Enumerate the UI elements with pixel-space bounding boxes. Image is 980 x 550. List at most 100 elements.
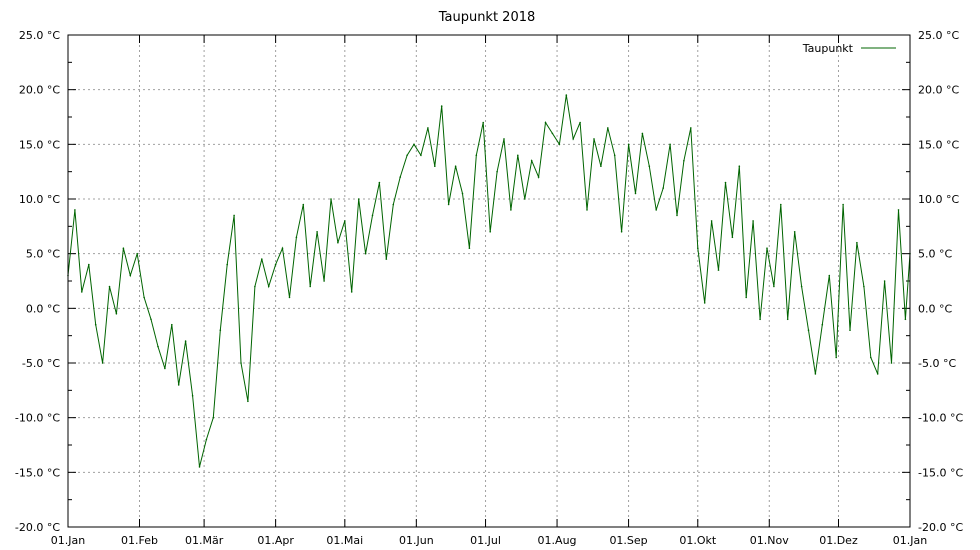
y-tick-label-right: 0.0 °C	[918, 302, 952, 315]
data-point	[600, 165, 602, 167]
data-point	[184, 340, 187, 342]
data-point	[849, 329, 851, 332]
y-tick-label-right: 20.0 °C	[918, 84, 959, 97]
data-point	[143, 296, 145, 299]
data-point	[724, 181, 727, 184]
data-point	[267, 285, 270, 288]
data-point	[191, 395, 194, 397]
data-point	[254, 285, 256, 288]
data-point	[88, 263, 90, 266]
data-point	[752, 220, 754, 222]
data-point	[593, 138, 595, 140]
data-point	[496, 170, 498, 173]
data-point	[420, 154, 422, 157]
legend-label: Taupunkt	[802, 42, 854, 55]
data-point	[856, 241, 858, 244]
data-point	[814, 373, 817, 375]
data-point	[648, 165, 651, 167]
data-point	[136, 252, 138, 255]
data-point	[371, 214, 374, 217]
y-tick-label-right: -10.0 °C	[918, 412, 963, 425]
data-point	[607, 127, 609, 129]
data-point	[641, 132, 644, 135]
x-tick-label: 01.Apr	[257, 534, 294, 547]
data-point	[323, 280, 325, 282]
data-point	[198, 466, 201, 468]
data-point	[399, 176, 402, 178]
y-tick-label-left: 0.0 °C	[26, 302, 60, 315]
data-point	[690, 127, 692, 129]
data-point	[530, 159, 533, 162]
data-point	[240, 362, 242, 364]
data-point	[447, 203, 450, 206]
data-point	[883, 280, 886, 282]
data-point	[766, 247, 768, 249]
data-point	[897, 209, 900, 211]
x-tick-label: 01.Jan	[51, 534, 85, 547]
y-tick-label-right: -20.0 °C	[918, 521, 963, 534]
series-line-taupunkt	[67, 95, 911, 468]
data-point	[662, 187, 664, 189]
x-tick-label: 01.Nov	[750, 534, 789, 547]
legend: Taupunkt	[802, 42, 896, 55]
data-point	[551, 132, 554, 135]
data-point	[800, 285, 803, 288]
data-point	[108, 285, 111, 288]
data-point	[150, 318, 152, 321]
data-point	[717, 269, 720, 271]
data-point	[171, 323, 173, 326]
data-point	[731, 236, 734, 239]
x-tick-label: 01.Mär	[185, 534, 224, 547]
data-point	[81, 291, 83, 293]
data-point	[440, 105, 443, 107]
data-point	[427, 127, 429, 129]
data-point	[302, 203, 305, 206]
data-point	[710, 220, 713, 222]
data-point	[524, 198, 526, 200]
data-point	[482, 121, 485, 124]
y-tick-label-left: 10.0 °C	[19, 193, 60, 206]
x-tick-label: 01.Jan	[893, 534, 927, 547]
x-tick-label: 01.Dez	[819, 534, 858, 547]
data-point	[565, 94, 568, 96]
data-point	[510, 209, 512, 211]
data-point	[517, 154, 519, 157]
data-point	[876, 373, 879, 375]
data-point	[101, 362, 104, 364]
data-point	[620, 231, 623, 233]
data-point	[157, 345, 159, 348]
data-point	[295, 236, 298, 239]
x-tick-label: 01.Jun	[399, 534, 434, 547]
data-point	[316, 231, 318, 233]
y-tick-label-left: 25.0 °C	[19, 29, 60, 42]
grid	[68, 35, 910, 527]
data-point	[655, 209, 657, 211]
data-point	[233, 214, 235, 217]
data-point	[461, 192, 464, 195]
chart-title: Taupunkt 2018	[438, 10, 536, 25]
data-point	[177, 384, 180, 386]
data-point	[94, 323, 97, 326]
data-point	[890, 362, 893, 364]
data-point	[793, 231, 796, 233]
data-point	[281, 247, 284, 249]
y-tick-label-left: -20.0 °C	[15, 521, 60, 534]
data-point	[475, 154, 478, 157]
data-point	[413, 143, 415, 146]
data-point	[586, 209, 588, 211]
x-tick-label: 01.Feb	[121, 534, 158, 547]
data-point	[676, 214, 678, 217]
data-point	[683, 159, 685, 162]
data-point	[247, 400, 249, 403]
data-point	[842, 203, 844, 206]
data-point	[434, 165, 436, 167]
data-point	[669, 143, 671, 146]
data-point	[558, 143, 561, 146]
y-tick-label-right: 15.0 °C	[918, 138, 959, 151]
data-point	[503, 138, 505, 140]
data-point	[454, 165, 457, 167]
y-tick-label-left: -5.0 °C	[22, 357, 60, 370]
data-point	[115, 313, 118, 315]
data-point	[807, 329, 810, 332]
